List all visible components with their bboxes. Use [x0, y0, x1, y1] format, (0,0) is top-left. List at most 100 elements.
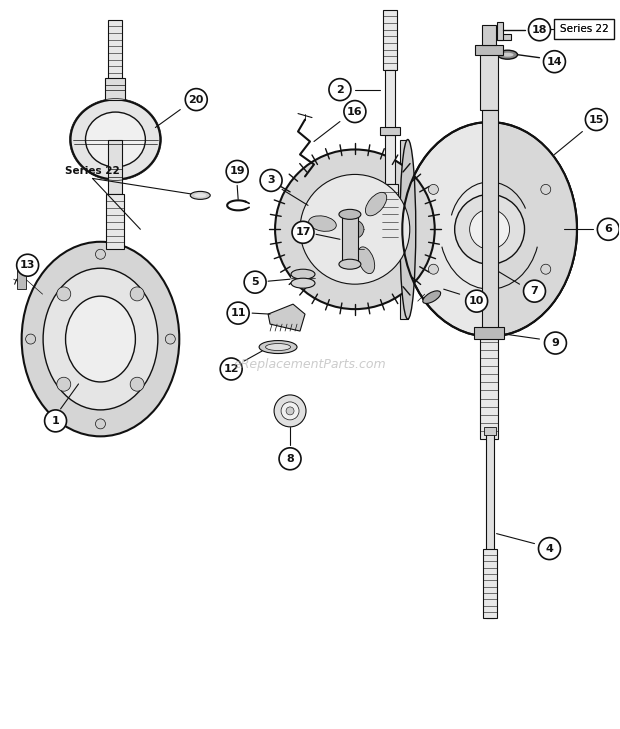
- Ellipse shape: [190, 192, 210, 199]
- Circle shape: [485, 304, 495, 314]
- Ellipse shape: [502, 52, 513, 57]
- Bar: [497, 34, 510, 39]
- Ellipse shape: [358, 247, 374, 273]
- Circle shape: [166, 334, 175, 344]
- Bar: [382, 184, 398, 244]
- Circle shape: [539, 537, 560, 560]
- Text: 2: 2: [336, 85, 344, 95]
- Circle shape: [428, 264, 438, 274]
- Circle shape: [130, 377, 144, 391]
- Bar: [108, 139, 122, 195]
- Text: 3: 3: [267, 176, 275, 185]
- Bar: [383, 9, 397, 70]
- Circle shape: [220, 358, 242, 380]
- Circle shape: [185, 89, 207, 111]
- Ellipse shape: [365, 192, 387, 216]
- Polygon shape: [400, 139, 408, 319]
- Circle shape: [428, 184, 438, 195]
- Ellipse shape: [71, 100, 161, 179]
- Circle shape: [57, 377, 71, 391]
- Text: 11: 11: [231, 308, 246, 318]
- Circle shape: [279, 448, 301, 469]
- Bar: [105, 78, 125, 100]
- Bar: [480, 50, 498, 109]
- Bar: [485, 434, 494, 618]
- Text: Series 22: Series 22: [560, 24, 609, 34]
- Circle shape: [25, 334, 35, 344]
- Bar: [475, 44, 503, 55]
- Text: 7: 7: [531, 286, 538, 296]
- Ellipse shape: [291, 278, 315, 288]
- Bar: [482, 109, 498, 334]
- Text: Series 22: Series 22: [65, 166, 120, 176]
- Ellipse shape: [259, 340, 297, 354]
- Circle shape: [541, 184, 551, 195]
- Text: 8: 8: [286, 453, 294, 464]
- Ellipse shape: [43, 268, 158, 410]
- Ellipse shape: [498, 50, 518, 59]
- Text: 9: 9: [552, 338, 559, 348]
- Ellipse shape: [86, 112, 145, 167]
- Circle shape: [226, 160, 248, 182]
- Text: 17: 17: [295, 227, 311, 238]
- Ellipse shape: [402, 122, 577, 337]
- Text: 15: 15: [588, 114, 604, 125]
- Circle shape: [469, 209, 510, 249]
- Ellipse shape: [423, 291, 441, 303]
- Bar: [385, 135, 395, 184]
- Circle shape: [485, 144, 495, 155]
- Ellipse shape: [265, 343, 291, 351]
- Circle shape: [274, 395, 306, 427]
- FancyBboxPatch shape: [554, 19, 614, 39]
- Circle shape: [523, 280, 546, 302]
- Text: 13: 13: [20, 260, 35, 270]
- Text: 18: 18: [532, 25, 547, 35]
- Text: 5: 5: [251, 277, 259, 287]
- Circle shape: [227, 302, 249, 324]
- Bar: [482, 549, 497, 618]
- Circle shape: [17, 254, 38, 276]
- Polygon shape: [268, 304, 305, 331]
- Circle shape: [281, 402, 299, 420]
- Circle shape: [344, 101, 366, 122]
- Circle shape: [454, 195, 525, 264]
- Bar: [107, 195, 125, 249]
- Circle shape: [466, 290, 487, 312]
- Bar: [484, 427, 495, 434]
- Circle shape: [346, 220, 364, 238]
- Text: 12: 12: [223, 364, 239, 374]
- Ellipse shape: [194, 193, 206, 198]
- Circle shape: [95, 419, 105, 429]
- Polygon shape: [490, 122, 577, 336]
- Ellipse shape: [66, 296, 135, 382]
- Circle shape: [329, 79, 351, 101]
- Circle shape: [45, 410, 66, 432]
- Text: 20: 20: [188, 95, 204, 104]
- Bar: [342, 214, 358, 264]
- Ellipse shape: [339, 209, 361, 219]
- Circle shape: [528, 19, 551, 41]
- Bar: [474, 327, 503, 339]
- Text: 10: 10: [469, 296, 484, 306]
- Circle shape: [597, 218, 619, 241]
- Ellipse shape: [400, 139, 416, 319]
- Circle shape: [544, 332, 567, 354]
- Circle shape: [286, 407, 294, 415]
- Text: Series 22: Series 22: [560, 24, 609, 34]
- Bar: [480, 334, 498, 439]
- Bar: [17, 269, 25, 289]
- Circle shape: [57, 287, 71, 301]
- Circle shape: [95, 249, 105, 260]
- Bar: [497, 22, 503, 39]
- Ellipse shape: [291, 269, 315, 279]
- Ellipse shape: [339, 260, 361, 269]
- Circle shape: [292, 222, 314, 243]
- Text: eReplacementParts.com: eReplacementParts.com: [234, 359, 386, 372]
- Text: 4: 4: [546, 544, 554, 553]
- Circle shape: [541, 264, 551, 274]
- Text: 1: 1: [51, 416, 60, 426]
- Ellipse shape: [22, 242, 179, 437]
- Circle shape: [130, 287, 144, 301]
- Circle shape: [585, 109, 608, 130]
- Bar: [108, 20, 122, 79]
